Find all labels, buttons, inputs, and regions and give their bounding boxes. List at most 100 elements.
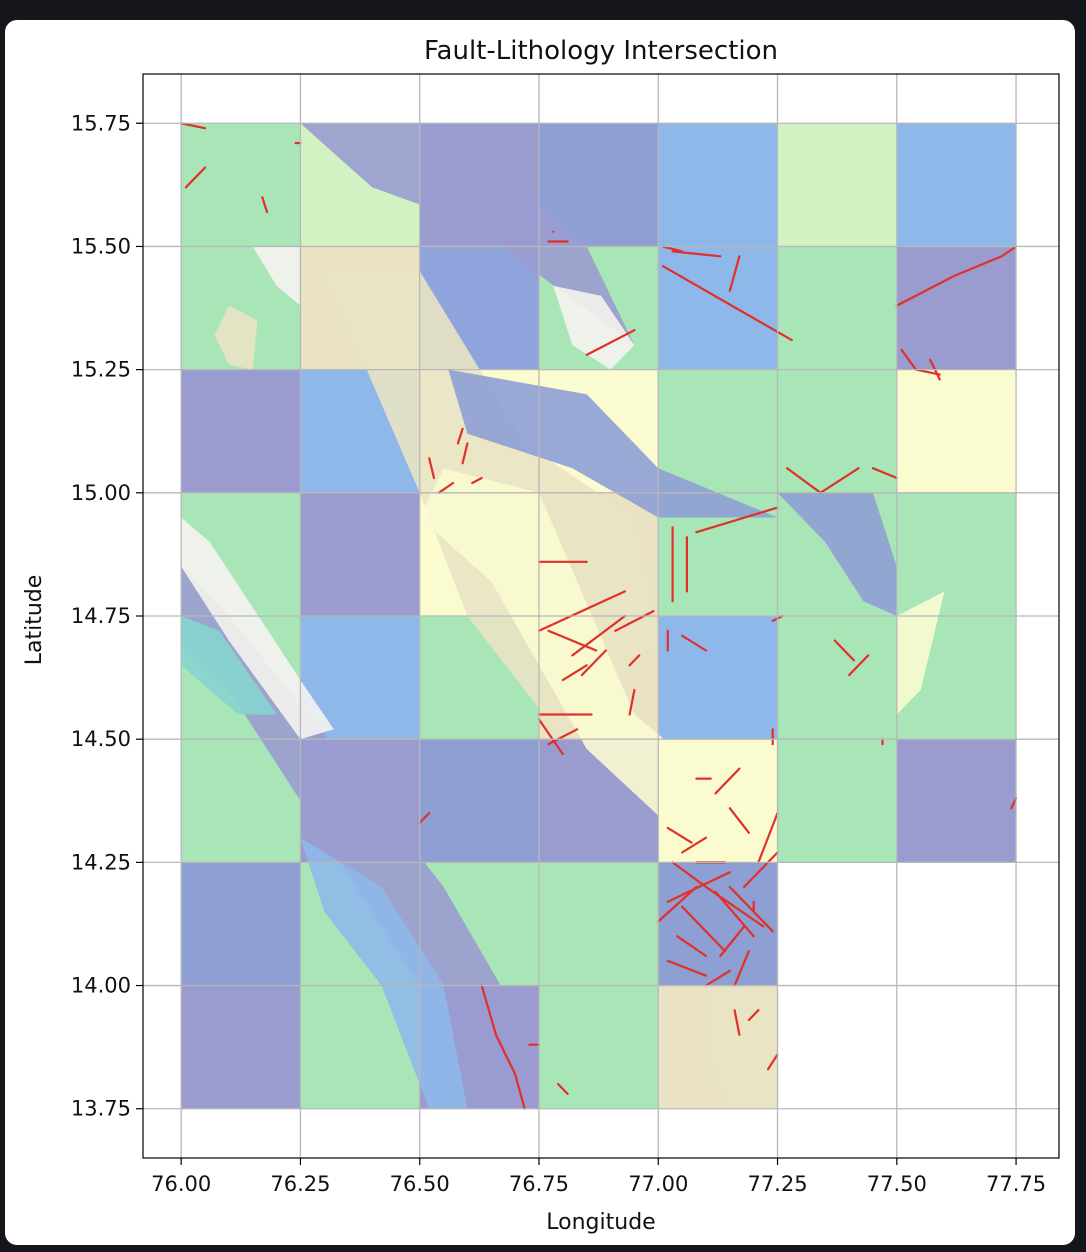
lithology-tile-33 bbox=[777, 616, 897, 740]
lithology-patch-5 bbox=[181, 616, 277, 715]
fault-line-0 bbox=[180, 122, 207, 130]
y-tick-label-7: 14.00 bbox=[71, 974, 131, 998]
lithology-tile-50 bbox=[538, 985, 659, 1109]
chart-title: Fault-Lithology Intersection bbox=[424, 36, 778, 66]
fault-line-32 bbox=[580, 649, 607, 677]
fault-line-1 bbox=[184, 166, 207, 189]
x-axis-ticks: 76.00 76.25 76.50 76.75 77.00 77.25 77.50 77.75 bbox=[151, 1158, 1046, 1196]
grid-layer bbox=[143, 74, 1059, 1158]
y-tick-label-4: 14.75 bbox=[71, 604, 131, 628]
x-tick-label-6: 77.50 bbox=[867, 1172, 927, 1196]
fault-line-65 bbox=[733, 1009, 741, 1036]
lithology-tile-18 bbox=[658, 369, 778, 493]
fault-line-46 bbox=[728, 807, 751, 834]
fault-line-8 bbox=[671, 250, 722, 258]
fault-line-56 bbox=[728, 885, 774, 933]
fault-line-19 bbox=[456, 427, 464, 445]
lithology-tile-22 bbox=[300, 492, 420, 616]
fault-line-72 bbox=[1010, 797, 1018, 810]
fault-line-63 bbox=[719, 925, 746, 958]
fault-line-11 bbox=[895, 245, 1018, 307]
x-tick-label-5: 77.25 bbox=[747, 1172, 807, 1196]
fault-line-45 bbox=[714, 767, 741, 795]
fault-line-52 bbox=[666, 871, 731, 903]
x-axis-label: Longitude bbox=[546, 1210, 655, 1235]
fault-line-16 bbox=[437, 481, 455, 494]
fault-line-22 bbox=[695, 506, 779, 534]
x-tick-label-7: 77.75 bbox=[986, 1172, 1046, 1196]
lithology-tile-47 bbox=[181, 985, 301, 1109]
fault-line-2 bbox=[261, 196, 269, 214]
fault-line-33 bbox=[537, 718, 564, 756]
figure-card: 76.00 76.25 76.50 76.75 77.00 77.25 77.50 77.75… bbox=[5, 20, 1075, 1245]
fault-line-17 bbox=[461, 442, 469, 465]
fault-line-68 bbox=[480, 984, 526, 1110]
fault-line-66 bbox=[747, 1009, 760, 1022]
fault-line-15 bbox=[428, 457, 436, 480]
fault-line-9 bbox=[728, 255, 741, 292]
y-tick-label-6: 14.25 bbox=[71, 850, 131, 874]
lithology-patches-layer bbox=[181, 123, 1017, 1109]
lithology-tile-41 bbox=[896, 739, 1017, 863]
lithology-tile-32 bbox=[658, 616, 778, 740]
lithology-tile-19 bbox=[777, 369, 897, 493]
fault-line-26 bbox=[537, 590, 627, 632]
y-tick-label-3: 15.00 bbox=[71, 481, 131, 505]
y-axis-label: Latitude bbox=[22, 575, 47, 666]
y-axis-ticks: 15.75 15.50 15.25 15.00 14.75 14.50 14.25 14.00… bbox=[71, 111, 143, 1121]
x-tick-label-3: 76.75 bbox=[509, 1172, 569, 1196]
fault-line-47 bbox=[666, 826, 693, 844]
lithology-patch-9 bbox=[252, 246, 301, 306]
x-tick-label-1: 76.25 bbox=[270, 1172, 330, 1196]
fault-line-71 bbox=[418, 811, 431, 825]
lithology-patch-3 bbox=[181, 566, 530, 1109]
lithology-tile-42 bbox=[181, 862, 301, 986]
fault-line-18 bbox=[471, 476, 483, 485]
lithology-patch-8 bbox=[777, 492, 897, 616]
fault-line-12 bbox=[900, 348, 918, 371]
lithology-tile-12 bbox=[777, 246, 897, 370]
lithology-patch-13 bbox=[896, 369, 1017, 493]
fault-line-61 bbox=[676, 935, 708, 958]
fault-line-57 bbox=[742, 851, 779, 889]
y-tick-label-5: 14.50 bbox=[71, 727, 131, 751]
y-tick-label-0: 15.75 bbox=[71, 111, 131, 135]
lithology-tile-37 bbox=[419, 739, 539, 863]
fault-line-58 bbox=[757, 811, 779, 864]
fault-line-41 bbox=[847, 654, 870, 677]
x-tick-label-2: 76.50 bbox=[390, 1172, 450, 1196]
lithology-tile-45 bbox=[538, 862, 659, 986]
fault-line-40 bbox=[833, 639, 856, 662]
lithology-tile-27 bbox=[896, 492, 1017, 616]
faults-layer bbox=[180, 122, 1018, 1110]
fault-line-10 bbox=[661, 265, 793, 342]
fault-line-60 bbox=[666, 959, 708, 977]
lithology-tile-4 bbox=[658, 123, 778, 247]
fault-line-6 bbox=[585, 329, 636, 356]
fault-line-67 bbox=[766, 1053, 779, 1071]
lithology-patch-10 bbox=[553, 285, 635, 370]
lithology-patch-7 bbox=[448, 369, 778, 518]
fault-line-70 bbox=[556, 1082, 569, 1096]
fault-line-51 bbox=[657, 885, 698, 923]
fault-line-31 bbox=[561, 664, 588, 682]
lithology-tile-11 bbox=[658, 246, 778, 370]
lithology-patch-11 bbox=[214, 305, 258, 370]
fault-line-55 bbox=[714, 890, 755, 938]
lithology-patch-14 bbox=[896, 591, 945, 715]
fault-line-62 bbox=[704, 969, 731, 987]
fault-line-64 bbox=[733, 949, 751, 987]
lithology-patch-2 bbox=[419, 468, 754, 838]
fault-line-21 bbox=[871, 467, 898, 480]
lithology-tile-14 bbox=[181, 369, 301, 493]
fault-line-49 bbox=[671, 861, 708, 889]
fault-line-7 bbox=[661, 245, 684, 253]
fault-line-53 bbox=[680, 905, 727, 953]
fault-line-35 bbox=[547, 728, 579, 746]
fault-line-30 bbox=[628, 654, 641, 667]
lithology-tile-13 bbox=[896, 246, 1017, 370]
lithology-patch-6 bbox=[181, 517, 334, 740]
lithology-patch-0 bbox=[300, 123, 635, 345]
fault-line-27 bbox=[547, 629, 598, 652]
x-tick-label-4: 77.00 bbox=[628, 1172, 688, 1196]
